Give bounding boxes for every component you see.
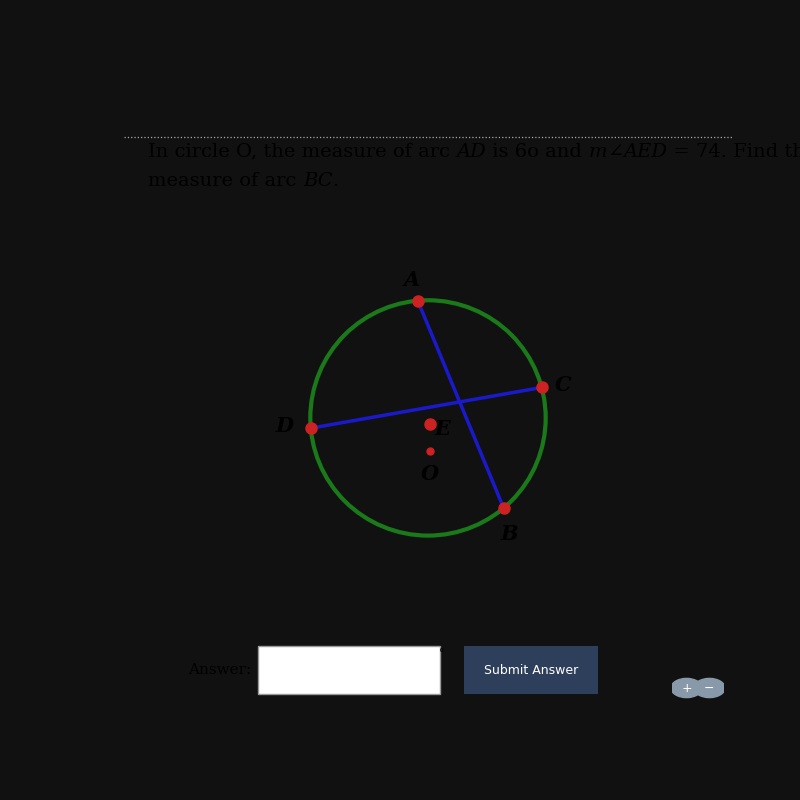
Text: C: C bbox=[554, 375, 571, 395]
Text: In circle O, the measure of arc: In circle O, the measure of arc bbox=[148, 142, 457, 161]
Text: E: E bbox=[434, 418, 450, 438]
FancyBboxPatch shape bbox=[465, 646, 598, 694]
Text: measure of arc: measure of arc bbox=[148, 172, 303, 190]
Text: .: . bbox=[333, 172, 339, 190]
Text: −: − bbox=[704, 682, 714, 694]
Circle shape bbox=[694, 678, 725, 698]
Text: AD: AD bbox=[457, 142, 486, 161]
Text: BC: BC bbox=[303, 172, 333, 190]
Text: O: O bbox=[422, 465, 439, 485]
Text: D: D bbox=[276, 416, 294, 436]
Text: = 74. Find the: = 74. Find the bbox=[667, 142, 800, 161]
Text: °: ° bbox=[439, 648, 445, 658]
Text: +: + bbox=[682, 682, 692, 694]
FancyBboxPatch shape bbox=[258, 646, 440, 694]
Text: AED: AED bbox=[623, 142, 667, 161]
Text: m: m bbox=[589, 142, 607, 161]
Circle shape bbox=[671, 678, 702, 698]
Text: ∠: ∠ bbox=[607, 142, 623, 161]
Text: Submit Answer: Submit Answer bbox=[484, 663, 578, 677]
Text: B: B bbox=[501, 524, 518, 544]
Text: Answer:: Answer: bbox=[189, 663, 252, 677]
Text: A: A bbox=[404, 270, 420, 290]
Text: is 6o and: is 6o and bbox=[486, 142, 589, 161]
